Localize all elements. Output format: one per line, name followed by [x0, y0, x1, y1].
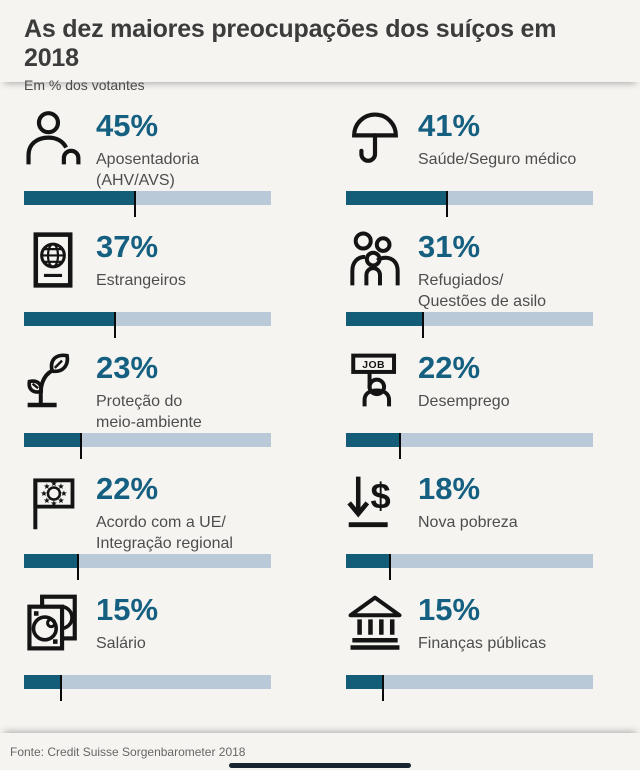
- value-tick-mark: [114, 312, 117, 338]
- concern-item: 45% Aposentadoria (AHV/AVS): [24, 96, 271, 217]
- concern-item-top: $ 18% Nova pobreza: [346, 459, 593, 538]
- concern-item-top: 31% Refugiados/ Questões de asilo: [346, 217, 593, 312]
- concern-texts: 45% Aposentadoria (AHV/AVS): [96, 108, 271, 191]
- progress-bar: [346, 191, 593, 217]
- home-indicator-bar: [229, 763, 411, 768]
- concern-item: 15% Salário: [24, 580, 271, 701]
- concern-item-top: JOB 22% Desemprego: [346, 338, 593, 417]
- percentage-value: 15%: [418, 592, 481, 627]
- concern-item: $ 18% Nova pobreza: [346, 459, 593, 580]
- value-tick-mark: [399, 433, 402, 459]
- value-tick-mark: [134, 191, 137, 217]
- percentage-value: 22%: [96, 471, 159, 506]
- concern-item-top: 22% Acordo com a UE/ Integração regional: [24, 459, 271, 554]
- progress-bar-fill: [24, 675, 62, 689]
- percentage-value: 23%: [96, 350, 159, 385]
- concern-label: Finanças públicas: [418, 635, 547, 652]
- concern-item-top: 37% Estrangeiros: [24, 217, 271, 296]
- concern-item-top: 41% Saúde/Seguro médico: [346, 96, 593, 175]
- percentage-value: 18%: [418, 471, 481, 506]
- progress-bar: [24, 433, 271, 459]
- concern-texts: 18% Nova pobreza: [418, 471, 518, 533]
- concerns-grid: 45% Aposentadoria (AHV/AVS) 41% Saúde/Se…: [0, 82, 640, 701]
- progress-bar-fill: [346, 433, 401, 447]
- progress-bar: [346, 554, 593, 580]
- plant-icon: [24, 350, 82, 417]
- concern-item: 22% Acordo com a UE/ Integração regional: [24, 459, 271, 580]
- percentage-value: 41%: [418, 108, 481, 143]
- concern-label: Refugiados/ Questões de asilo: [418, 272, 547, 311]
- progress-bar-fill: [346, 554, 391, 568]
- concern-item: 41% Saúde/Seguro médico: [346, 96, 593, 217]
- concern-item-top: 23% Proteção do meio-ambiente: [24, 338, 271, 433]
- progress-bar-fill: [346, 191, 448, 205]
- concern-item: 37% Estrangeiros: [24, 217, 271, 338]
- concern-label: Salário: [96, 635, 146, 652]
- percentage-value: 31%: [418, 229, 481, 264]
- svg-text:JOB: JOB: [362, 360, 385, 371]
- concern-texts: 23% Proteção do meio-ambiente: [96, 350, 202, 433]
- passport-icon: [24, 229, 82, 296]
- banknotes-icon: [24, 592, 82, 659]
- value-tick-mark: [77, 554, 80, 580]
- value-tick-mark: [382, 675, 385, 701]
- svg-text:$: $: [370, 475, 390, 516]
- concern-label: Nova pobreza: [418, 514, 518, 531]
- concern-label: Estrangeiros: [96, 272, 186, 289]
- arrow-down-dollar-icon: $: [346, 471, 404, 538]
- concern-label: Saúde/Seguro médico: [418, 151, 577, 168]
- umbrella-icon: [346, 108, 404, 175]
- concern-texts: 31% Refugiados/ Questões de asilo: [418, 229, 546, 312]
- value-tick-mark: [79, 433, 82, 459]
- concern-item: 23% Proteção do meio-ambiente: [24, 338, 271, 459]
- value-tick-mark: [60, 675, 63, 701]
- value-tick-mark: [446, 191, 449, 217]
- progress-bar-fill: [24, 191, 136, 205]
- percentage-value: 45%: [96, 108, 159, 143]
- concern-texts: 22% Desemprego: [418, 350, 510, 412]
- source-text: Fonte: Credit Suisse Sorgenbarometer 201…: [10, 745, 246, 759]
- progress-bar-fill: [24, 312, 116, 326]
- concern-texts: 15% Salário: [96, 592, 158, 654]
- concern-item: 31% Refugiados/ Questões de asilo: [346, 217, 593, 338]
- progress-bar: [346, 675, 593, 701]
- job-sign-icon: JOB: [346, 350, 404, 417]
- concern-label: Aposentadoria (AHV/AVS): [96, 151, 200, 190]
- progress-bar: [24, 675, 271, 701]
- concern-texts: 41% Saúde/Seguro médico: [418, 108, 576, 170]
- page-title: As dez maiores preocupações dos suíços e…: [24, 15, 557, 72]
- concern-item: 15% Finanças públicas: [346, 580, 593, 701]
- progress-bar: [346, 312, 593, 338]
- person-icon: [24, 108, 82, 175]
- progress-bar: [24, 312, 271, 338]
- progress-bar: [346, 433, 593, 459]
- value-tick-mark: [421, 312, 424, 338]
- progress-bar-fill: [24, 433, 81, 447]
- progress-bar-fill: [346, 312, 423, 326]
- concern-texts: 15% Finanças públicas: [418, 592, 546, 654]
- concern-texts: 37% Estrangeiros: [96, 229, 186, 291]
- concern-item-top: 15% Salário: [24, 580, 271, 659]
- percentage-value: 15%: [96, 592, 159, 627]
- concern-label: Proteção do meio-ambiente: [96, 393, 202, 432]
- progress-bar: [24, 191, 271, 217]
- progress-bar-fill: [346, 675, 384, 689]
- concern-label: Acordo com a UE/ Integração regional: [96, 514, 233, 553]
- bank-icon: [346, 592, 404, 659]
- percentage-value: 22%: [418, 350, 481, 385]
- concern-item-top: 15% Finanças públicas: [346, 580, 593, 659]
- progress-bar-fill: [24, 554, 79, 568]
- progress-bar: [24, 554, 271, 580]
- percentage-value: 37%: [96, 229, 159, 264]
- eu-flag-icon: [24, 471, 82, 540]
- concern-item-top: 45% Aposentadoria (AHV/AVS): [24, 96, 271, 191]
- family-icon: [346, 229, 404, 296]
- concern-item: JOB 22% Desemprego: [346, 338, 593, 459]
- concern-label: Desemprego: [418, 393, 510, 410]
- header: As dez maiores preocupações dos suíços e…: [0, 0, 640, 93]
- concern-texts: 22% Acordo com a UE/ Integração regional: [96, 471, 233, 554]
- page-subtitle: Em % dos votantes: [24, 77, 145, 93]
- value-tick-mark: [389, 554, 392, 580]
